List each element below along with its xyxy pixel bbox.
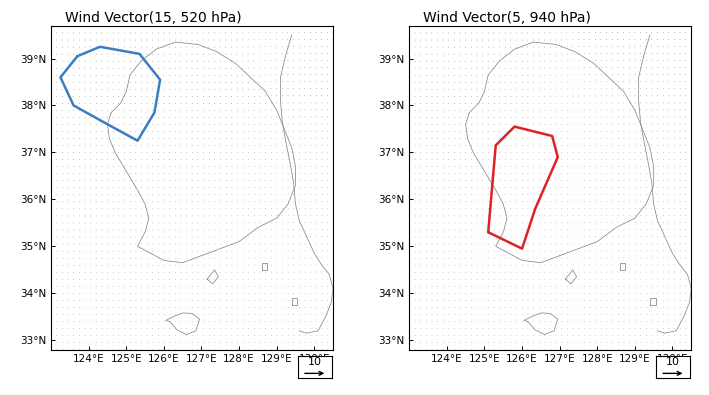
Text: Wind Vector(15, 520 hPa): Wind Vector(15, 520 hPa) — [65, 11, 242, 24]
Text: Wind Vector(5, 940 hPa): Wind Vector(5, 940 hPa) — [423, 11, 591, 24]
Text: 10: 10 — [308, 357, 322, 367]
Text: 10: 10 — [666, 357, 680, 367]
